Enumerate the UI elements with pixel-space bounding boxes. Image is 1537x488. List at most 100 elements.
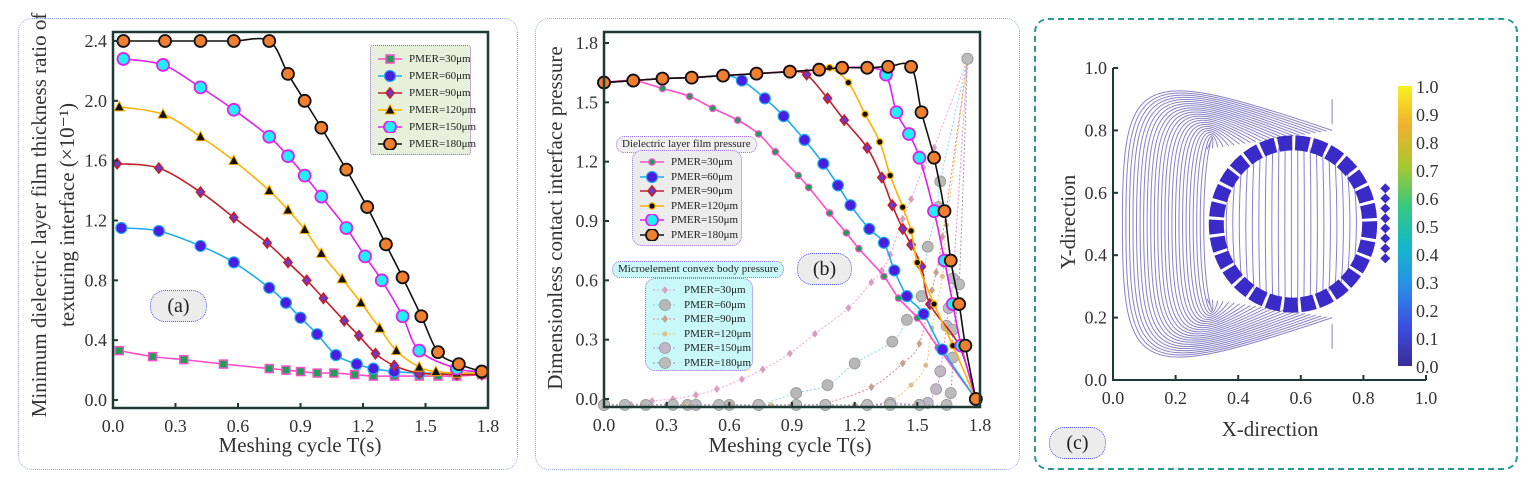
data-point [884, 399, 897, 411]
data-point [228, 154, 240, 166]
data-point [431, 345, 445, 360]
y-tick-label: 0.2 [1085, 308, 1108, 328]
data-point [798, 133, 811, 147]
data-point [875, 138, 884, 146]
data-point [353, 329, 364, 342]
legend-item: PMER=120μm [639, 199, 738, 214]
y-tick-label: 1.2 [576, 152, 599, 172]
legend-label: PMER=120μm [409, 103, 477, 116]
legend-marker [383, 69, 397, 82]
data-point [156, 58, 170, 72]
x-tick-label: 0.9 [781, 415, 804, 435]
x-tick-label: 1.8 [969, 415, 992, 435]
data-point [886, 171, 894, 180]
panel-a-frame [18, 18, 518, 470]
legend-marker [383, 120, 397, 133]
contour-line [1199, 136, 1214, 312]
data-point [804, 183, 813, 192]
data-point [961, 52, 974, 65]
data-point [193, 34, 208, 48]
contour-line [1143, 103, 1300, 345]
data-point [194, 239, 207, 253]
colorbar-tick-label: 1.0 [1416, 77, 1439, 97]
y-tick-label: 0.4 [85, 330, 108, 350]
data-point [771, 147, 780, 156]
data-point [822, 92, 833, 105]
data-point [790, 387, 803, 399]
data-point [831, 179, 845, 192]
legend-marker [662, 331, 668, 337]
legend-item: PMER=30μm [652, 283, 746, 298]
data-point [355, 296, 367, 308]
data-point [861, 110, 869, 119]
legend-item: PMER=150μm [377, 118, 476, 135]
data-point [157, 107, 169, 119]
data-point [930, 300, 938, 308]
legend-marker [645, 214, 659, 227]
legend-label: PMER=30μm [671, 156, 733, 169]
data-point [855, 244, 863, 253]
data-point [752, 399, 765, 411]
contour-line [1232, 177, 1236, 271]
legend-marker [385, 53, 395, 64]
legend-marker [662, 315, 668, 324]
data-point [262, 129, 277, 144]
contour-line [1322, 152, 1325, 296]
legend-item: PMER=30μm [377, 50, 471, 67]
data-point [451, 357, 466, 372]
contour-line [1178, 123, 1246, 325]
data-point [412, 343, 427, 358]
colorbar [1398, 86, 1412, 366]
data-point [758, 92, 771, 105]
data-point [914, 105, 929, 120]
colorbar-tick-label: 0.5 [1416, 217, 1439, 237]
data-point [713, 385, 720, 394]
data-point [314, 120, 329, 135]
data-point [897, 222, 908, 236]
data-point [367, 362, 380, 375]
data-point [116, 52, 131, 66]
data-point [312, 368, 322, 378]
legend-label: PMER=150μm [671, 214, 739, 227]
x-tick-label: 1.5 [414, 416, 437, 436]
contour-line [1192, 132, 1224, 316]
contour-line [1245, 163, 1249, 285]
data-point [921, 240, 934, 253]
data-point [904, 59, 918, 74]
legend-item: PMER=90μm [639, 184, 735, 199]
data-point [360, 200, 375, 214]
contour-line [1121, 90, 1333, 358]
contour-line [1347, 173, 1351, 275]
legend-label: PMER=90μm [684, 313, 746, 326]
legend-swatch [653, 356, 677, 369]
data-point [227, 256, 240, 269]
x-tick-label: 0.6 [1290, 388, 1313, 408]
x-tick-label: 0.0 [593, 415, 616, 435]
x-tick-label: 0.0 [102, 416, 125, 436]
x-tick-label: 0.2 [1164, 388, 1187, 408]
series-a-150um [116, 52, 489, 379]
data-point [821, 379, 834, 392]
data-point [848, 357, 861, 370]
data-point [218, 359, 229, 369]
contour-line [1196, 134, 1219, 314]
data-point [888, 264, 901, 277]
y-tick-label: 0.8 [1085, 120, 1108, 140]
series-a-90um [112, 157, 487, 381]
contour-line [1258, 154, 1261, 294]
data-point [943, 253, 958, 268]
contour-lines [1121, 90, 1357, 358]
data-point [845, 304, 852, 313]
data-point [900, 290, 913, 303]
contour-line [1150, 107, 1289, 341]
y-tick-label: 0.0 [85, 390, 108, 410]
data-point [894, 294, 903, 302]
contour-line [1340, 166, 1344, 282]
series-line [119, 106, 482, 374]
x-axis-title: X-direction [1222, 417, 1319, 441]
legend-swatch [640, 185, 664, 198]
contour-line [1132, 96, 1316, 352]
data-point [886, 335, 899, 348]
diamond-marker [1380, 233, 1391, 244]
data-point [927, 150, 941, 165]
